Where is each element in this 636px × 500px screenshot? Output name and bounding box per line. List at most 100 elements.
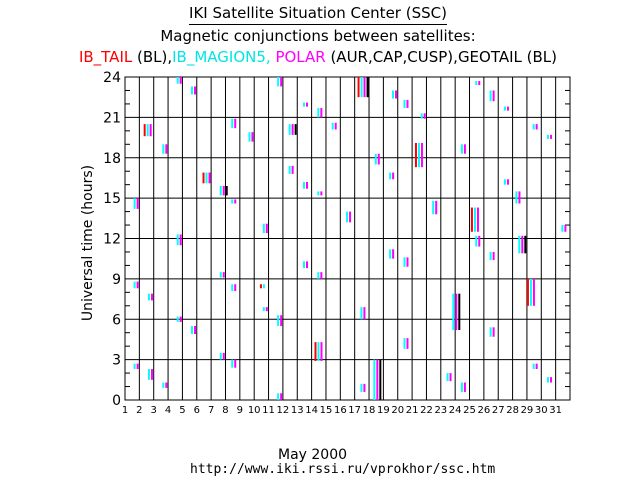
source-url: http://www.iki.rssi.ru/vprokhor/ssc.htm (190, 462, 496, 477)
conjunction-mark-polar (478, 81, 481, 86)
conjunction-mark-geotail (294, 124, 297, 135)
conjunction-mark-ib-magion5 (389, 249, 392, 259)
conjunction-mark-polar (392, 172, 395, 180)
legend-item-geotail: GEOTAIL (457, 48, 522, 66)
conjunction-mark-ib-magion5 (489, 90, 492, 102)
conjunction-mark-polar (150, 293, 153, 301)
conjunction-mark-polar (265, 223, 268, 234)
conjunction-mark-ib-tail (143, 124, 146, 137)
conjunction-mark-ib-magion5 (191, 86, 194, 95)
conjunction-mark-polar (550, 134, 553, 139)
conjunction-mark-ib-magion5 (446, 373, 449, 382)
x-tick-label: 23 (434, 405, 447, 416)
x-tick-label: 14 (305, 405, 318, 416)
conjunction-mark-ib-magion5 (176, 316, 179, 322)
legend-item-polar: POLAR (270, 48, 326, 66)
conjunction-mark-ib-tail (314, 342, 317, 361)
conjunction-mark-polar (492, 327, 495, 337)
x-tick-label: 16 (334, 405, 347, 416)
conjunction-mark-ib-magion5 (303, 261, 305, 269)
conjunction-mark-polar (334, 122, 337, 130)
conjunction-mark-polar (179, 316, 182, 322)
x-tick-label: 9 (237, 405, 243, 416)
legend-item-ib-tail: IB_TAIL (78, 48, 133, 66)
conjunction-mark-ib-magion5 (146, 124, 149, 137)
conjunction-mark-polar (150, 369, 153, 380)
conjunction-mark-geotail (366, 77, 369, 98)
y-tick-label: 15 (103, 191, 121, 207)
conjunction-mark-ib-magion5 (231, 284, 234, 291)
conjunction-mark-polar (165, 144, 168, 154)
conjunction-mark-polar (349, 211, 352, 223)
conjunction-mark-polar (420, 142, 423, 168)
conjunction-mark-ib-magion5 (147, 293, 150, 301)
x-tick-label: 12 (277, 405, 290, 416)
conjunction-mark-polar (363, 77, 366, 98)
conjunction-mark-polar (280, 315, 283, 326)
x-tick-label: 21 (406, 405, 419, 416)
conjunction-mark-ib-magion5 (248, 132, 251, 142)
conjunction-mark-polar (306, 181, 308, 189)
conjunction-mark-polar (449, 373, 452, 382)
conjunction-mark-ib-magion5 (532, 124, 535, 130)
conjunction-mark-polar (463, 144, 466, 154)
conjunction-mark-ib-magion5 (460, 382, 463, 392)
x-tick-label: 19 (377, 405, 390, 416)
conjunction-mark-ib-magion5 (133, 363, 136, 370)
conjunction-mark-polar (179, 77, 182, 84)
conjunction-mark-polar (518, 191, 521, 204)
conjunction-mark-polar (149, 124, 152, 137)
conjunction-mark-ib-magion5 (133, 198, 136, 209)
x-tick-label: 26 (478, 405, 491, 416)
x-tick-label: 2 (136, 405, 142, 416)
conjunction-mark-ib-magion5 (360, 77, 363, 98)
legend-item-geotail-suffix: (BL) (521, 48, 558, 66)
conjunction-mark-polar (208, 172, 211, 184)
conjunction-mark-polar (320, 107, 323, 118)
conjunction-mark-ib-magion5 (205, 172, 208, 184)
x-tick-label: 11 (262, 405, 275, 416)
x-tick-label: 29 (521, 405, 534, 416)
conjunction-mark-ib-magion5 (162, 144, 165, 154)
x-tick-label: 17 (348, 405, 361, 416)
y-tick-label: 9 (112, 272, 121, 288)
conjunction-mark-polar (478, 235, 481, 247)
conjunction-mark-polar (535, 363, 538, 370)
conjunction-mark-polar (306, 102, 308, 107)
conjunction-mark-ib-magion5 (262, 307, 265, 312)
conjunction-mark-ib-magion5 (262, 223, 265, 234)
conjunction-mark-polar (564, 225, 567, 232)
conjunction-mark-polar (179, 234, 182, 246)
x-tick-label: 10 (248, 405, 261, 416)
conjunction-mark-ib-magion5 (176, 234, 179, 246)
conjunction-mark-polar (506, 179, 509, 185)
conjunction-mark-polar (291, 124, 294, 135)
legend-item-ib-magion5: IB_MAGION5, (172, 48, 271, 66)
conjunction-mark-ib-magion5 (346, 211, 349, 223)
chart-title: IKI Satellite Situation Center (SSC) (0, 4, 636, 25)
conjunction-mark-polar (280, 77, 283, 87)
conjunction-mark-ib-magion5 (303, 181, 305, 189)
conjunction-mark-ib-tail (526, 278, 529, 306)
conjunction-mark-ib-magion5 (373, 359, 376, 400)
conjunction-mark-ib-magion5 (360, 307, 363, 320)
conjunction-mark-polar (194, 325, 197, 335)
conjunction-mark-polar (492, 251, 495, 261)
conjunction-mark-ib-magion5 (475, 81, 478, 86)
x-tick-label: 25 (463, 405, 476, 416)
conjunction-mark-ib-magion5 (147, 369, 150, 380)
y-tick-label: 18 (103, 151, 121, 167)
conjunction-mark-polar (476, 207, 479, 232)
conjunction-mark-ib-magion5 (219, 352, 222, 360)
x-tick-label: 7 (208, 405, 214, 416)
conjunction-mark-ib-magion5 (420, 113, 423, 119)
conjunction-mark-ib-magion5 (475, 235, 478, 247)
conjunction-mark-polar (435, 200, 438, 215)
conjunction-mark-geotail (379, 359, 382, 400)
conjunction-mark-polar (363, 307, 366, 320)
conjunction-mark-polar (535, 124, 538, 130)
conjunction-mark-polar (406, 338, 409, 349)
conjunction-mark-polar (532, 278, 535, 306)
x-tick-label: 5 (179, 405, 185, 416)
